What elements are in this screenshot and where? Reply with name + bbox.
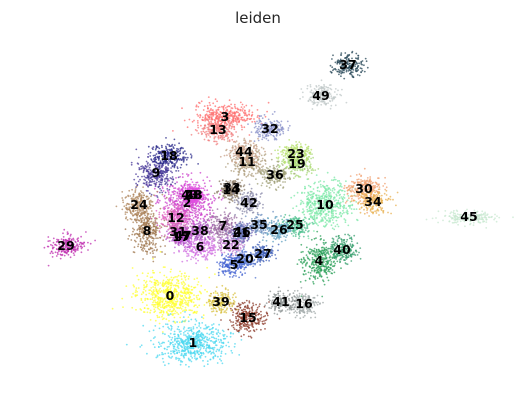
- cluster-32-points: [247, 110, 291, 143]
- cluster-29-points: [43, 228, 96, 267]
- cluster-label-27: 27: [254, 246, 271, 261]
- cluster-48-points: [179, 181, 205, 208]
- cluster-label-5: 5: [230, 257, 239, 272]
- cluster-label-32: 32: [261, 121, 278, 136]
- cluster-label-14: 14: [222, 182, 240, 197]
- cluster-label-1: 1: [189, 335, 198, 350]
- cluster-42-points: [231, 183, 264, 220]
- cluster-47-points: [168, 224, 195, 249]
- cluster-label-48: 48: [185, 187, 202, 202]
- cluster-label-33: 33: [223, 180, 240, 195]
- cluster-label-38: 38: [191, 223, 208, 238]
- cluster-26-points: [256, 215, 295, 243]
- cluster-41-points: [264, 286, 296, 316]
- cluster-18-points: [147, 137, 200, 178]
- chart-title: leiden: [235, 9, 281, 27]
- cluster-38-points: [185, 219, 215, 241]
- cluster-label-24: 24: [130, 197, 148, 212]
- cluster-label-36: 36: [266, 167, 284, 182]
- cluster-label-6: 6: [196, 239, 205, 254]
- cluster-label-34: 34: [364, 194, 382, 209]
- cluster-label-49: 49: [312, 88, 329, 103]
- cluster-label-23: 23: [287, 146, 304, 161]
- cluster-49-points: [299, 79, 348, 110]
- cluster-label-2: 2: [183, 195, 192, 210]
- cluster-1-points: [125, 311, 243, 368]
- cluster-34-points: [350, 188, 399, 217]
- cluster-label-28: 28: [184, 187, 201, 202]
- cluster-label-22: 22: [222, 237, 239, 252]
- cluster-label-18: 18: [160, 148, 177, 163]
- cluster-label-11: 11: [238, 154, 255, 169]
- cluster-30-points: [343, 167, 388, 214]
- cluster-23-points: [274, 139, 313, 169]
- cluster-label-46: 46: [233, 224, 251, 239]
- cluster-label-21: 21: [232, 225, 249, 240]
- cluster-label-9: 9: [152, 165, 161, 180]
- cluster-label-4: 4: [315, 253, 324, 268]
- cluster-label-30: 30: [355, 181, 373, 196]
- scatter-points: [43, 50, 514, 368]
- cluster-label-39: 39: [212, 294, 229, 309]
- cluster-46-points: [227, 221, 254, 244]
- cluster-22-points: [216, 234, 246, 258]
- cluster-label-8: 8: [143, 223, 152, 238]
- cluster-40-points: [322, 233, 362, 271]
- cluster-label-10: 10: [316, 197, 334, 212]
- cluster-label-29: 29: [57, 238, 74, 253]
- cluster-37-points: [329, 50, 369, 80]
- cluster-label-20: 20: [236, 251, 254, 266]
- cluster-label-44: 44: [235, 144, 253, 159]
- cluster-label-0: 0: [166, 288, 175, 303]
- cluster-label-19: 19: [288, 156, 305, 171]
- cluster-27-points: [243, 241, 280, 266]
- cluster-label-42: 42: [240, 195, 257, 210]
- cluster-label-31: 31: [169, 224, 186, 239]
- cluster-label-13: 13: [209, 122, 226, 137]
- cluster-44-points: [219, 135, 273, 168]
- cluster-label-3: 3: [221, 109, 230, 124]
- cluster-label-7: 7: [219, 218, 228, 233]
- cluster-45-points: [425, 208, 514, 229]
- cluster-39-points: [205, 284, 239, 316]
- cluster-16-points: [279, 286, 324, 320]
- cluster-label-37: 37: [339, 57, 356, 72]
- cluster-36-points: [252, 158, 309, 192]
- cluster-label-25: 25: [286, 217, 303, 232]
- cluster-label-12: 12: [167, 210, 184, 225]
- cluster-24-points: [115, 185, 164, 225]
- cluster-label-26: 26: [270, 222, 288, 237]
- cluster-label-35: 35: [250, 217, 267, 232]
- cluster-33-points: [219, 178, 246, 204]
- cluster-labels: 0123456789101112131415161718192021222324…: [57, 57, 477, 350]
- cluster-label-15: 15: [239, 310, 256, 325]
- cluster-10-points: [290, 171, 359, 240]
- cluster-label-16: 16: [295, 296, 313, 311]
- cluster-label-17: 17: [172, 229, 189, 244]
- cluster-label-47: 47: [174, 228, 191, 243]
- cluster-label-45: 45: [460, 209, 477, 224]
- cluster-15-points: [220, 299, 281, 339]
- cluster-label-40: 40: [333, 242, 351, 257]
- cluster-label-41: 41: [272, 294, 289, 309]
- cluster-label-43: 43: [181, 187, 198, 202]
